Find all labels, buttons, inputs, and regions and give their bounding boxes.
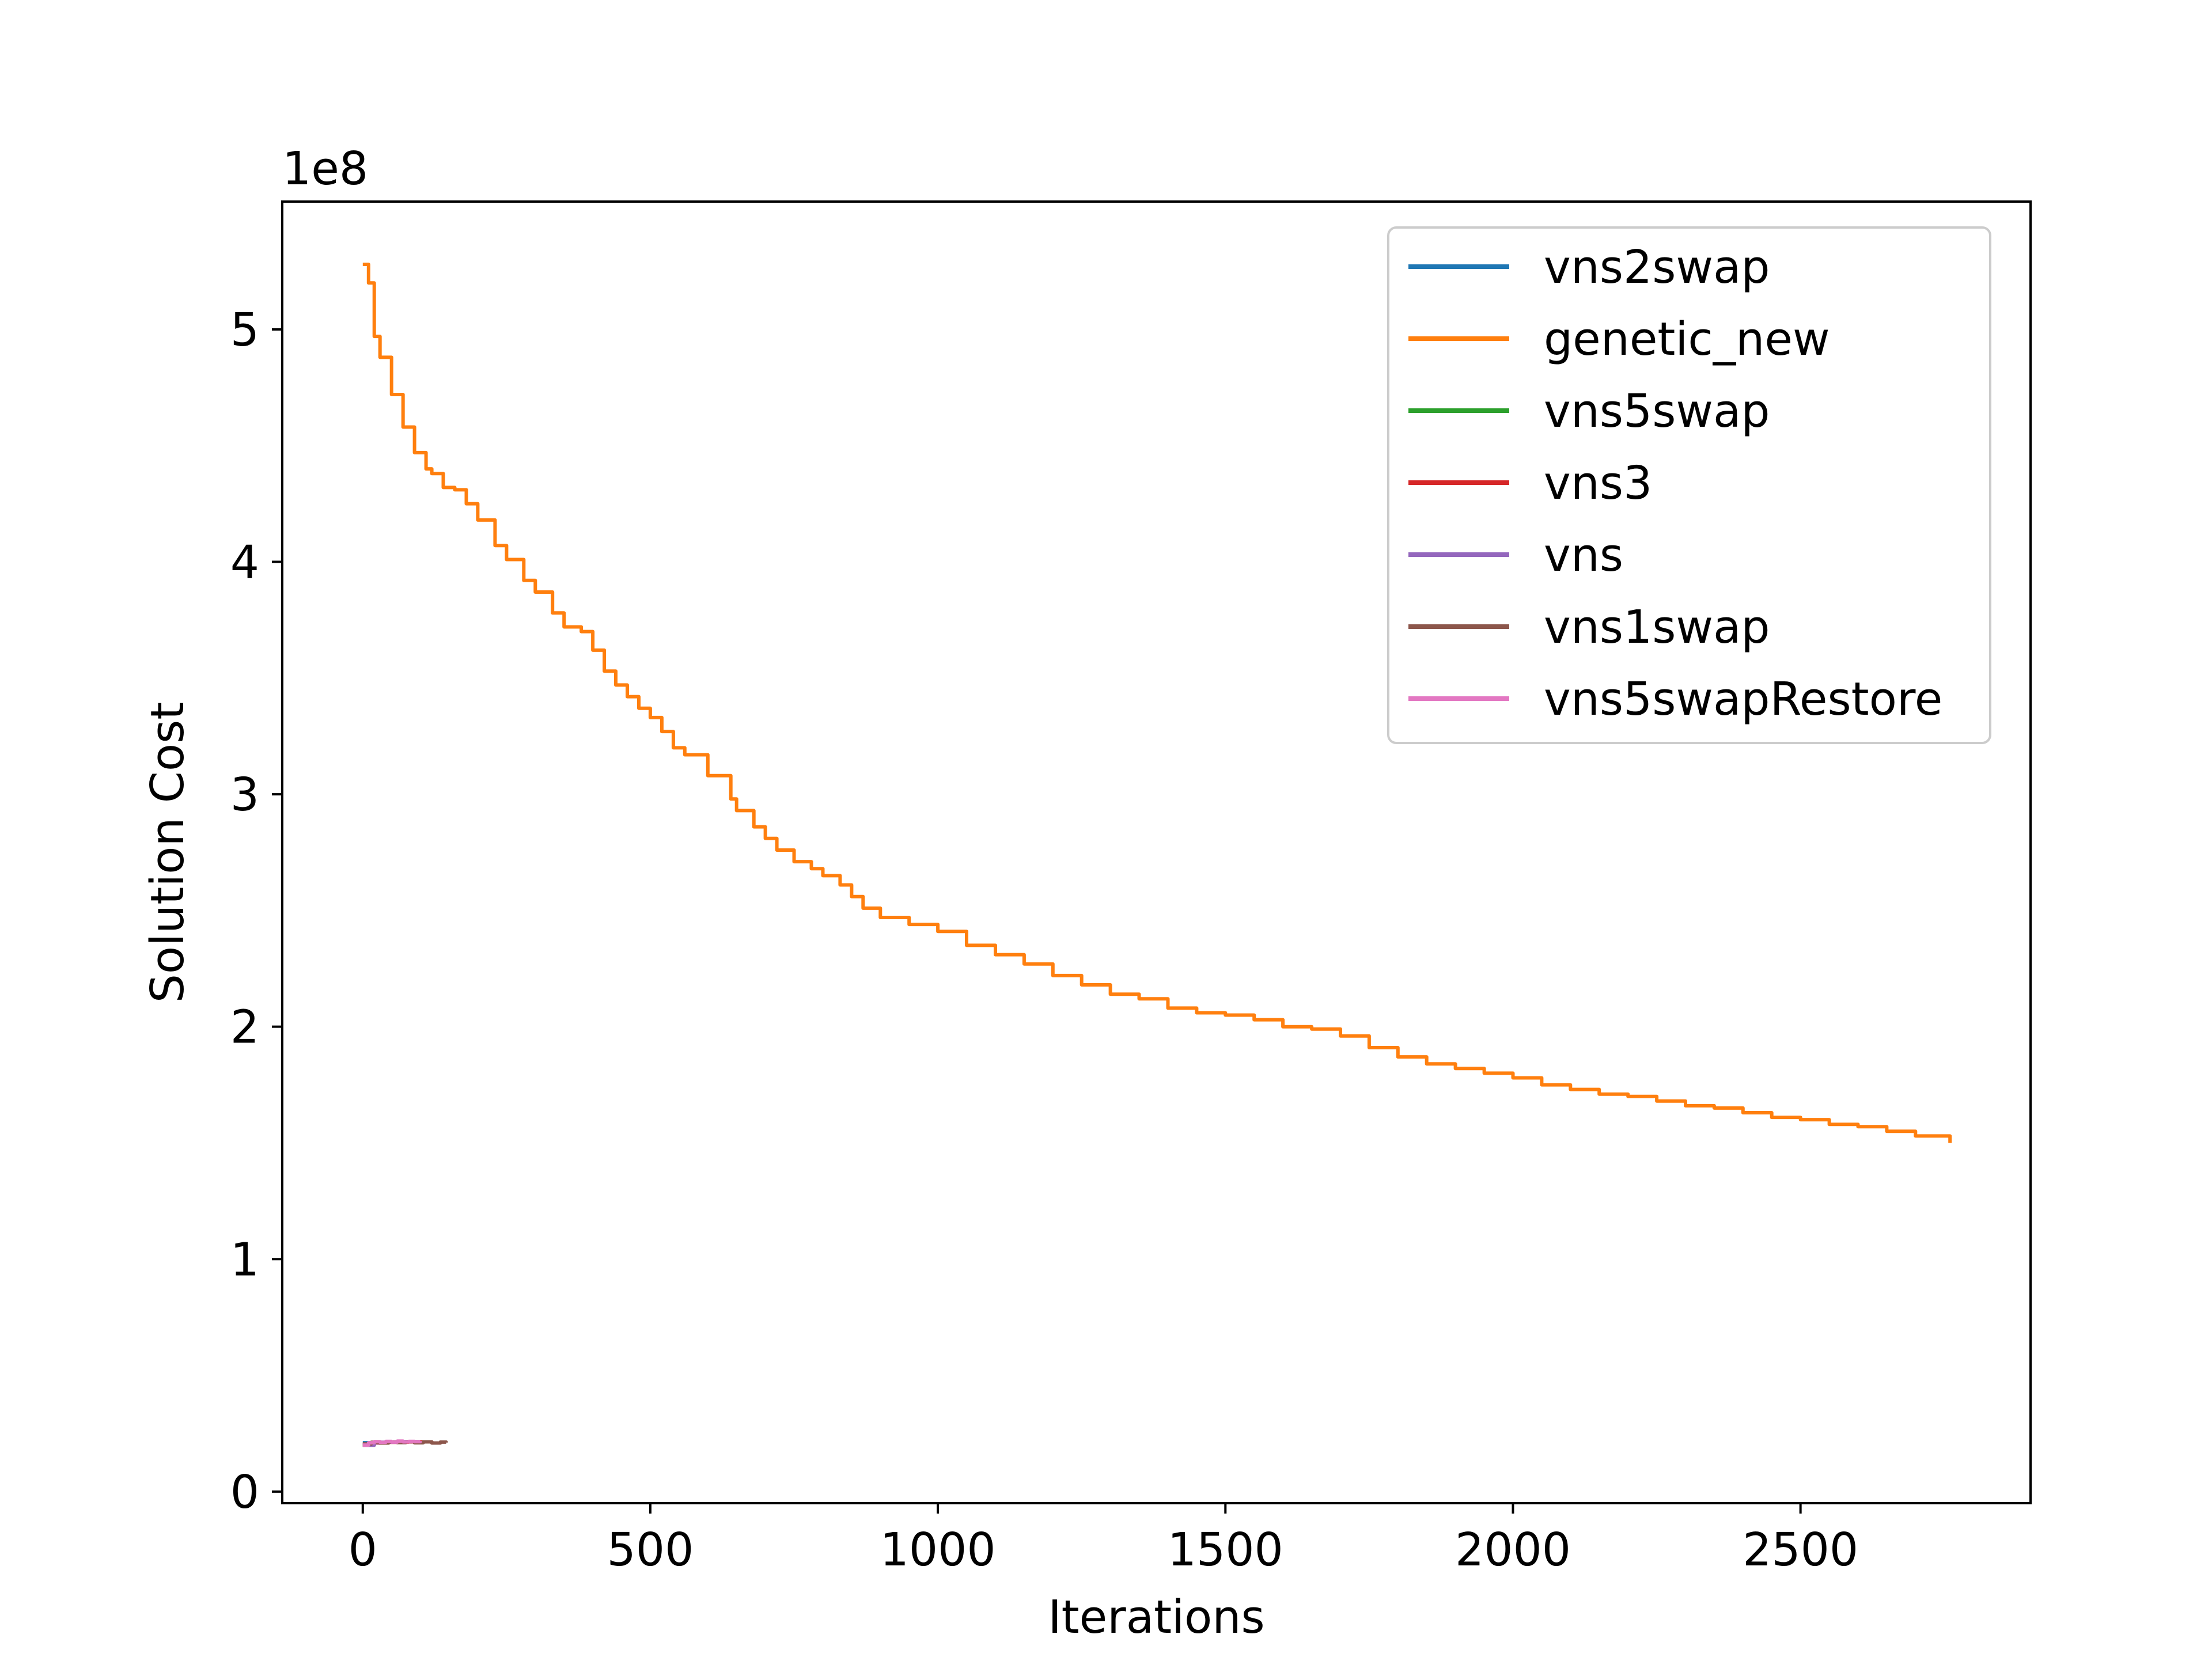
y-tick-label: 2 [230, 1001, 259, 1054]
x-tick-label: 1500 [1168, 1523, 1283, 1576]
y-axis: 0 1 2 3 4 5 [230, 304, 282, 1519]
y-tick-label: 0 [230, 1466, 259, 1519]
x-tick-label: 1000 [880, 1523, 996, 1576]
x-tick-label: 2500 [1743, 1523, 1858, 1576]
x-tick-label: 2000 [1455, 1523, 1571, 1576]
y-axis-label: Solution Cost [141, 702, 194, 1003]
y-tick-label: 3 [230, 768, 259, 821]
plot-area-frame [281, 200, 2032, 1504]
x-tick-label: 500 [607, 1523, 694, 1576]
series-line-genetic_new [362, 263, 1952, 1143]
legend-item: vns5swapRestore [1408, 673, 1942, 726]
legend-label: vns2swap [1544, 241, 1770, 294]
legend-item: vns2swap [1408, 241, 1770, 294]
legend-label: genetic_new [1544, 313, 1830, 366]
y-tick-label: 1 [230, 1233, 259, 1286]
series-line-vns5swapRestore [362, 1439, 422, 1447]
x-tick-label: 0 [349, 1523, 377, 1576]
legend-label: vns3 [1544, 457, 1652, 510]
y-tick-label: 4 [230, 536, 259, 589]
x-axis-label: Iterations [1048, 1591, 1264, 1644]
legend-label: vns1swap [1544, 601, 1770, 654]
legend: vns2swap genetic_new vns5swap vns3 vns vns1sw… [1387, 226, 1991, 744]
legend-item: vns [1408, 529, 1623, 582]
x-axis: 0 500 1000 1500 2000 2500 [349, 1503, 1858, 1576]
legend-label: vns [1544, 529, 1623, 582]
legend-box [1387, 226, 1991, 744]
legend-item: vns3 [1408, 457, 1652, 510]
legend-item: genetic_new [1408, 313, 1830, 366]
legend-item: vns5swap [1408, 385, 1770, 438]
legend-label: vns5swapRestore [1544, 673, 1942, 726]
series-layer [362, 263, 1952, 1447]
y-tick-label: 5 [230, 304, 259, 357]
legend-item: vns1swap [1408, 601, 1770, 654]
y-axis-offset-label: 1e8 [282, 142, 368, 195]
legend-label: vns5swap [1544, 385, 1770, 438]
